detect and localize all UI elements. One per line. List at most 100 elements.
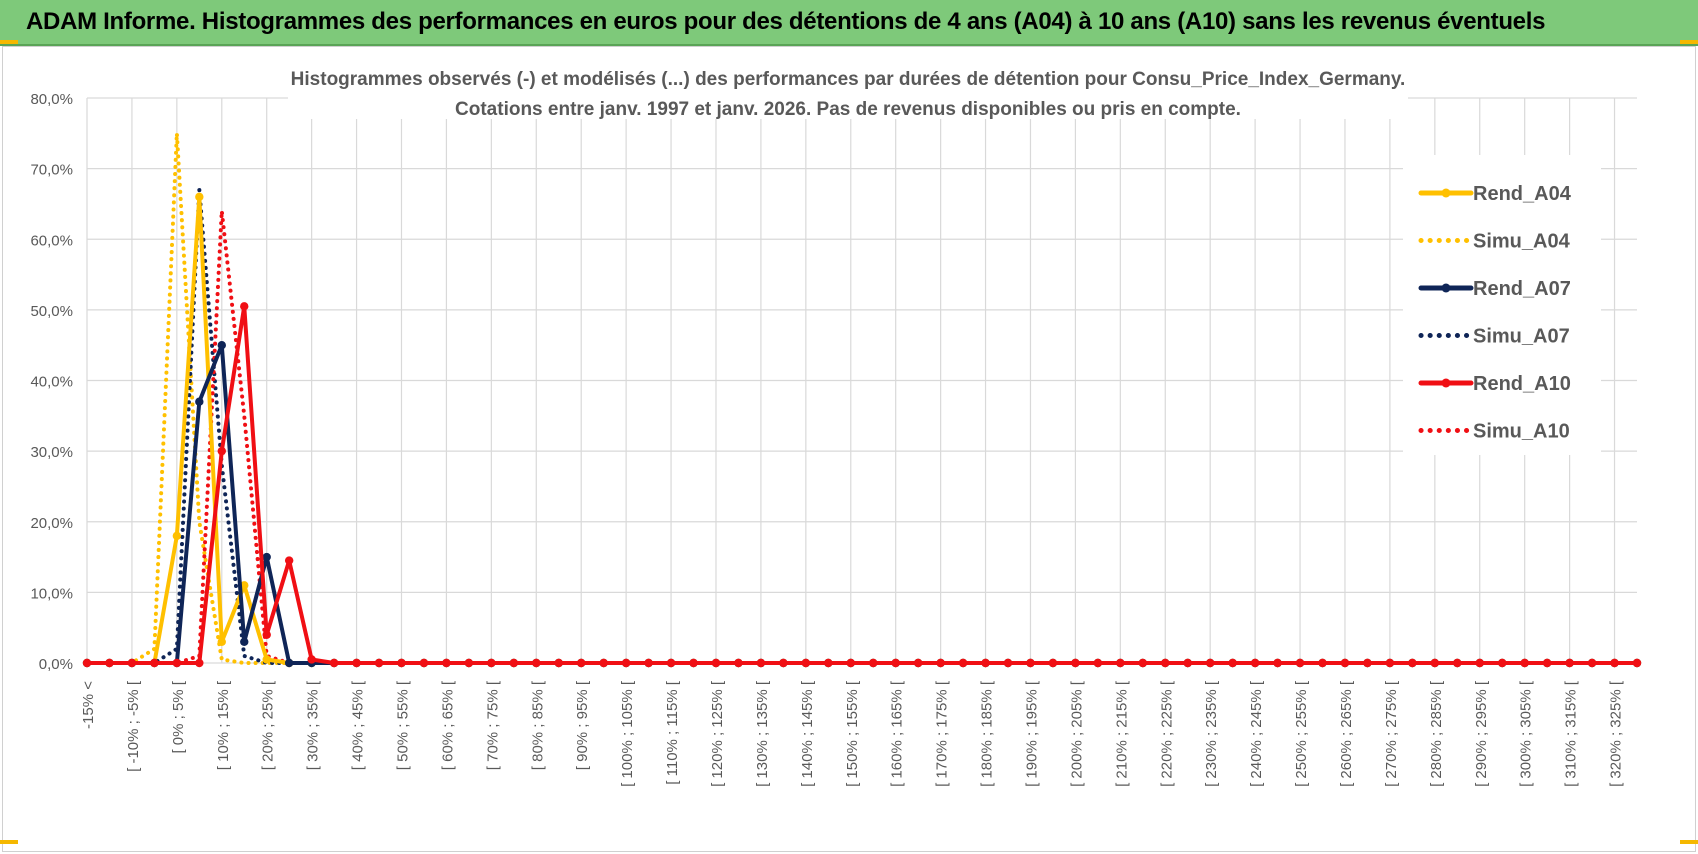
x-tick-label: [ 110% ; 115% [	[664, 680, 681, 785]
legend-label: Rend_A04	[1473, 183, 1572, 205]
series-point-rend_a10	[621, 658, 631, 668]
x-tick-label: [ 180% ; 185% [	[979, 680, 996, 787]
legend-label: Simu_A04	[1473, 231, 1571, 253]
series-point-rend_a10	[487, 658, 496, 668]
legend-background	[1403, 155, 1601, 455]
x-tick-label: [ 160% ; 165% [	[889, 680, 906, 787]
series-point-rend_a10	[1295, 658, 1305, 668]
series-point-rend_a10	[958, 658, 968, 668]
series-line-rend_a10	[85, 304, 1639, 665]
series-point-rend_a10	[217, 446, 226, 456]
series-point-rend_a10	[1430, 658, 1440, 668]
x-tick-label: [ 310% ; 315% [	[1563, 680, 1580, 787]
x-tick-label: [ 300% ; 305% [	[1518, 680, 1535, 787]
series-point-rend_a10	[1228, 658, 1237, 668]
series-point-rend_a10	[734, 658, 743, 668]
series-point-rend_a10	[1340, 658, 1350, 668]
legend-marker	[1441, 188, 1451, 198]
series-point-rend_a10	[869, 658, 878, 668]
series-point-rend_a10	[913, 658, 923, 668]
series-point-rend_a10	[1318, 658, 1327, 668]
series-point-rend_a04	[172, 531, 182, 541]
legend-label: Simu_A07	[1473, 326, 1570, 348]
x-tick-label: [ 20% ; 25% [	[260, 680, 277, 770]
x-tick-label: [ 240% ; 245% [	[1248, 680, 1265, 787]
series-point-rend_a10	[1138, 658, 1148, 668]
gridlines	[86, 97, 1637, 664]
x-tick-label: [ 70% ; 75% [	[484, 680, 501, 770]
series-point-rend_a10	[666, 658, 676, 668]
series-point-rend_a10	[846, 658, 855, 668]
x-tick-label: [ 90% ; 95% [	[574, 680, 591, 770]
series-point-rend_a04	[217, 637, 226, 647]
series-point-rend_a07	[284, 658, 294, 668]
series-point-rend_a10	[150, 658, 159, 668]
y-tick-label: 40,0%	[30, 374, 73, 391]
series-point-rend_a10	[824, 658, 833, 668]
legend-label: Rend_A10	[1473, 373, 1571, 395]
legend-label: Simu_A10	[1473, 421, 1570, 443]
series-point-rend_a10	[1003, 658, 1013, 668]
series-point-rend_a10	[1071, 658, 1080, 668]
series-point-rend_a10	[1587, 658, 1597, 668]
series-point-rend_a10	[689, 658, 698, 668]
series-point-rend_a10	[1385, 658, 1395, 668]
series-point-rend_a10	[1161, 658, 1170, 668]
series-point-rend_a10	[1542, 658, 1552, 668]
legend: Rend_A04 Simu_A04 Rend_A07 Simu_A07 Rend_A10…	[1403, 155, 1601, 455]
series-point-rend_a10	[1408, 658, 1417, 668]
chart-title-background	[288, 59, 1408, 119]
series-point-rend_a10	[711, 658, 721, 668]
x-tick-label: [ 50% ; 55% [	[394, 680, 411, 770]
y-tick-label: 60,0%	[30, 232, 73, 249]
corner-mark	[1680, 840, 1698, 844]
x-tick-label: [ 100% ; 105% [	[619, 680, 636, 787]
series-point-rend_a04	[195, 192, 204, 202]
chart-title: Histogrammes observés (-) et modélisés (…	[291, 69, 1406, 90]
series-point-rend_a10	[936, 658, 945, 668]
x-tick-label: [ 190% ; 195% [	[1023, 680, 1040, 787]
header-banner: ADAM Informe. Histogrammes des performan…	[0, 0, 1698, 46]
series-point-rend_a04	[262, 655, 271, 664]
series-point-rend_a10	[464, 658, 474, 668]
series-point-rend_a10	[397, 658, 406, 668]
series-point-rend_a10	[756, 658, 766, 668]
y-tick-label: 30,0%	[30, 444, 73, 461]
x-tick-label: [ 80% ; 85% [	[529, 680, 546, 770]
x-tick-label: [ 40% ; 45% [	[350, 680, 367, 770]
x-tick-label: [ 280% ; 285% [	[1428, 680, 1445, 787]
y-tick-label: 20,0%	[30, 515, 73, 532]
series-point-rend_a10	[1183, 658, 1192, 668]
histogram-chart: 0,0% 10,0% 20,0% 30,0% 40,0% 50,0% 60,0% 70,0% 8…	[30, 59, 1642, 787]
legend-marker	[1441, 378, 1451, 388]
series-point-rend_a10	[284, 556, 294, 565]
y-tick-label: 10,0%	[30, 585, 73, 602]
series-point-rend_a10	[554, 658, 563, 668]
corner-mark	[0, 840, 18, 844]
series-point-rend_a10	[329, 658, 339, 668]
series-point-rend_a10	[240, 302, 249, 311]
series-point-rend_a07	[217, 340, 226, 350]
x-tick-label: [ 150% ; 155% [	[844, 680, 861, 787]
x-tick-label: [ 230% ; 235% [	[1203, 680, 1220, 787]
series-point-rend_a10	[1363, 658, 1372, 668]
x-tick-label: [ 270% ; 275% [	[1383, 680, 1400, 787]
chart-subtitle: Cotations entre janv. 1997 et janv. 2026…	[455, 99, 1241, 120]
series-point-rend_a10	[1520, 658, 1529, 668]
series-point-rend_a10	[1565, 658, 1574, 668]
x-tick-label: [ 60% ; 65% [	[439, 680, 456, 770]
y-tick-label: 0,0%	[39, 656, 73, 673]
series-point-rend_a10	[307, 655, 316, 664]
corner-mark	[0, 40, 18, 44]
x-tick-label: [ 250% ; 255% [	[1293, 680, 1310, 787]
x-tick-label: [ 140% ; 145% [	[799, 680, 816, 787]
series-point-rend_a10	[127, 658, 137, 668]
series-point-rend_a10	[1273, 658, 1282, 668]
series-point-rend_a10	[981, 658, 990, 668]
series-point-rend_a10	[577, 658, 586, 668]
y-axis-ticks: 0,0% 10,0% 20,0% 30,0% 40,0% 50,0% 60,0% 70,0% 8…	[30, 91, 73, 673]
series-point-rend_a10	[1205, 658, 1215, 668]
series-point-rend_a10	[374, 658, 384, 668]
series-lines	[82, 131, 1642, 668]
series-point-rend_a10	[419, 658, 429, 668]
